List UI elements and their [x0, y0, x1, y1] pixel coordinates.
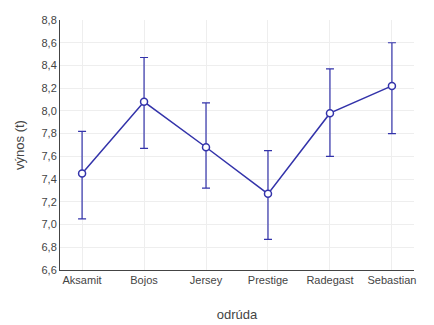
svg-text:8,4: 8,4	[42, 59, 57, 71]
svg-text:7,8: 7,8	[42, 127, 57, 139]
svg-text:8,6: 8,6	[42, 37, 57, 49]
svg-text:výnos (t): výnos (t)	[12, 120, 27, 170]
svg-text:7,0: 7,0	[42, 218, 57, 230]
svg-text:Radegast: Radegast	[306, 274, 353, 286]
svg-text:7,6: 7,6	[42, 150, 57, 162]
svg-text:odrúda: odrúda	[217, 307, 258, 322]
svg-text:Sebastian: Sebastian	[367, 274, 416, 286]
svg-text:Prestige: Prestige	[248, 274, 288, 286]
svg-text:Jersey: Jersey	[190, 274, 223, 286]
svg-text:8,2: 8,2	[42, 82, 57, 94]
svg-text:7,2: 7,2	[42, 196, 57, 208]
svg-text:Aksamit: Aksamit	[63, 274, 102, 286]
svg-text:6,6: 6,6	[42, 264, 57, 276]
svg-text:Bojos: Bojos	[130, 274, 158, 286]
svg-text:7,4: 7,4	[42, 173, 57, 185]
svg-text:6,8: 6,8	[42, 241, 57, 253]
svg-text:8,0: 8,0	[42, 105, 57, 117]
svg-text:8,8: 8,8	[42, 14, 57, 26]
